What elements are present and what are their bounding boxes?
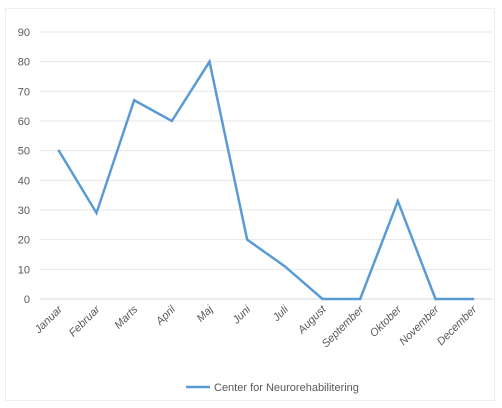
data-point — [396, 199, 400, 203]
x-tick-label: December — [435, 303, 480, 348]
legend: Center for Neurorehabilitering — [186, 382, 359, 394]
data-point — [95, 211, 98, 215]
x-tick-label: Marts — [112, 303, 140, 331]
y-tick-label: 50 — [18, 146, 30, 158]
x-tick-label: Februar — [67, 303, 104, 340]
y-tick-label: 20 — [18, 235, 30, 247]
y-tick-label: 70 — [18, 86, 30, 98]
data-point — [132, 99, 136, 102]
x-tick-label: August — [295, 303, 329, 337]
data-point — [434, 297, 437, 301]
x-tick-label: September — [320, 303, 367, 350]
x-tick-label: Januar — [32, 303, 66, 337]
x-tick-label: Juni — [230, 303, 254, 327]
y-tick-label: 30 — [18, 205, 30, 217]
data-point — [471, 297, 475, 301]
y-tick-label: 80 — [18, 57, 30, 69]
data-point — [208, 60, 211, 63]
x-tick-label: April — [153, 303, 178, 328]
y-axis-tick-labels: 0 10 20 30 40 50 60 70 80 90 — [18, 27, 30, 306]
y-tick-label: 90 — [18, 27, 30, 39]
series-lines — [57, 58, 475, 301]
data-point — [321, 297, 324, 301]
data-point — [245, 238, 249, 241]
data-point — [283, 265, 287, 268]
y-tick-label: 0 — [24, 294, 30, 306]
x-tick-label: Maj — [195, 303, 216, 324]
data-point — [57, 149, 61, 152]
series-line — [57, 58, 474, 301]
chart-border — [5, 8, 495, 401]
x-tick-label: Juli — [270, 303, 291, 324]
grid-lines — [40, 31, 492, 300]
x-axis-tick-labels: Januar Februar Marts April Maj Juni Juli August… — [32, 303, 480, 350]
x-tick-label: Oktober — [368, 303, 405, 340]
y-tick-label: 40 — [18, 175, 30, 187]
data-point — [358, 297, 362, 301]
y-tick-label: 60 — [18, 116, 30, 128]
data-point — [170, 119, 174, 123]
legend-label: Center for Neurorehabilitering — [214, 382, 359, 394]
y-tick-label: 10 — [18, 264, 30, 276]
